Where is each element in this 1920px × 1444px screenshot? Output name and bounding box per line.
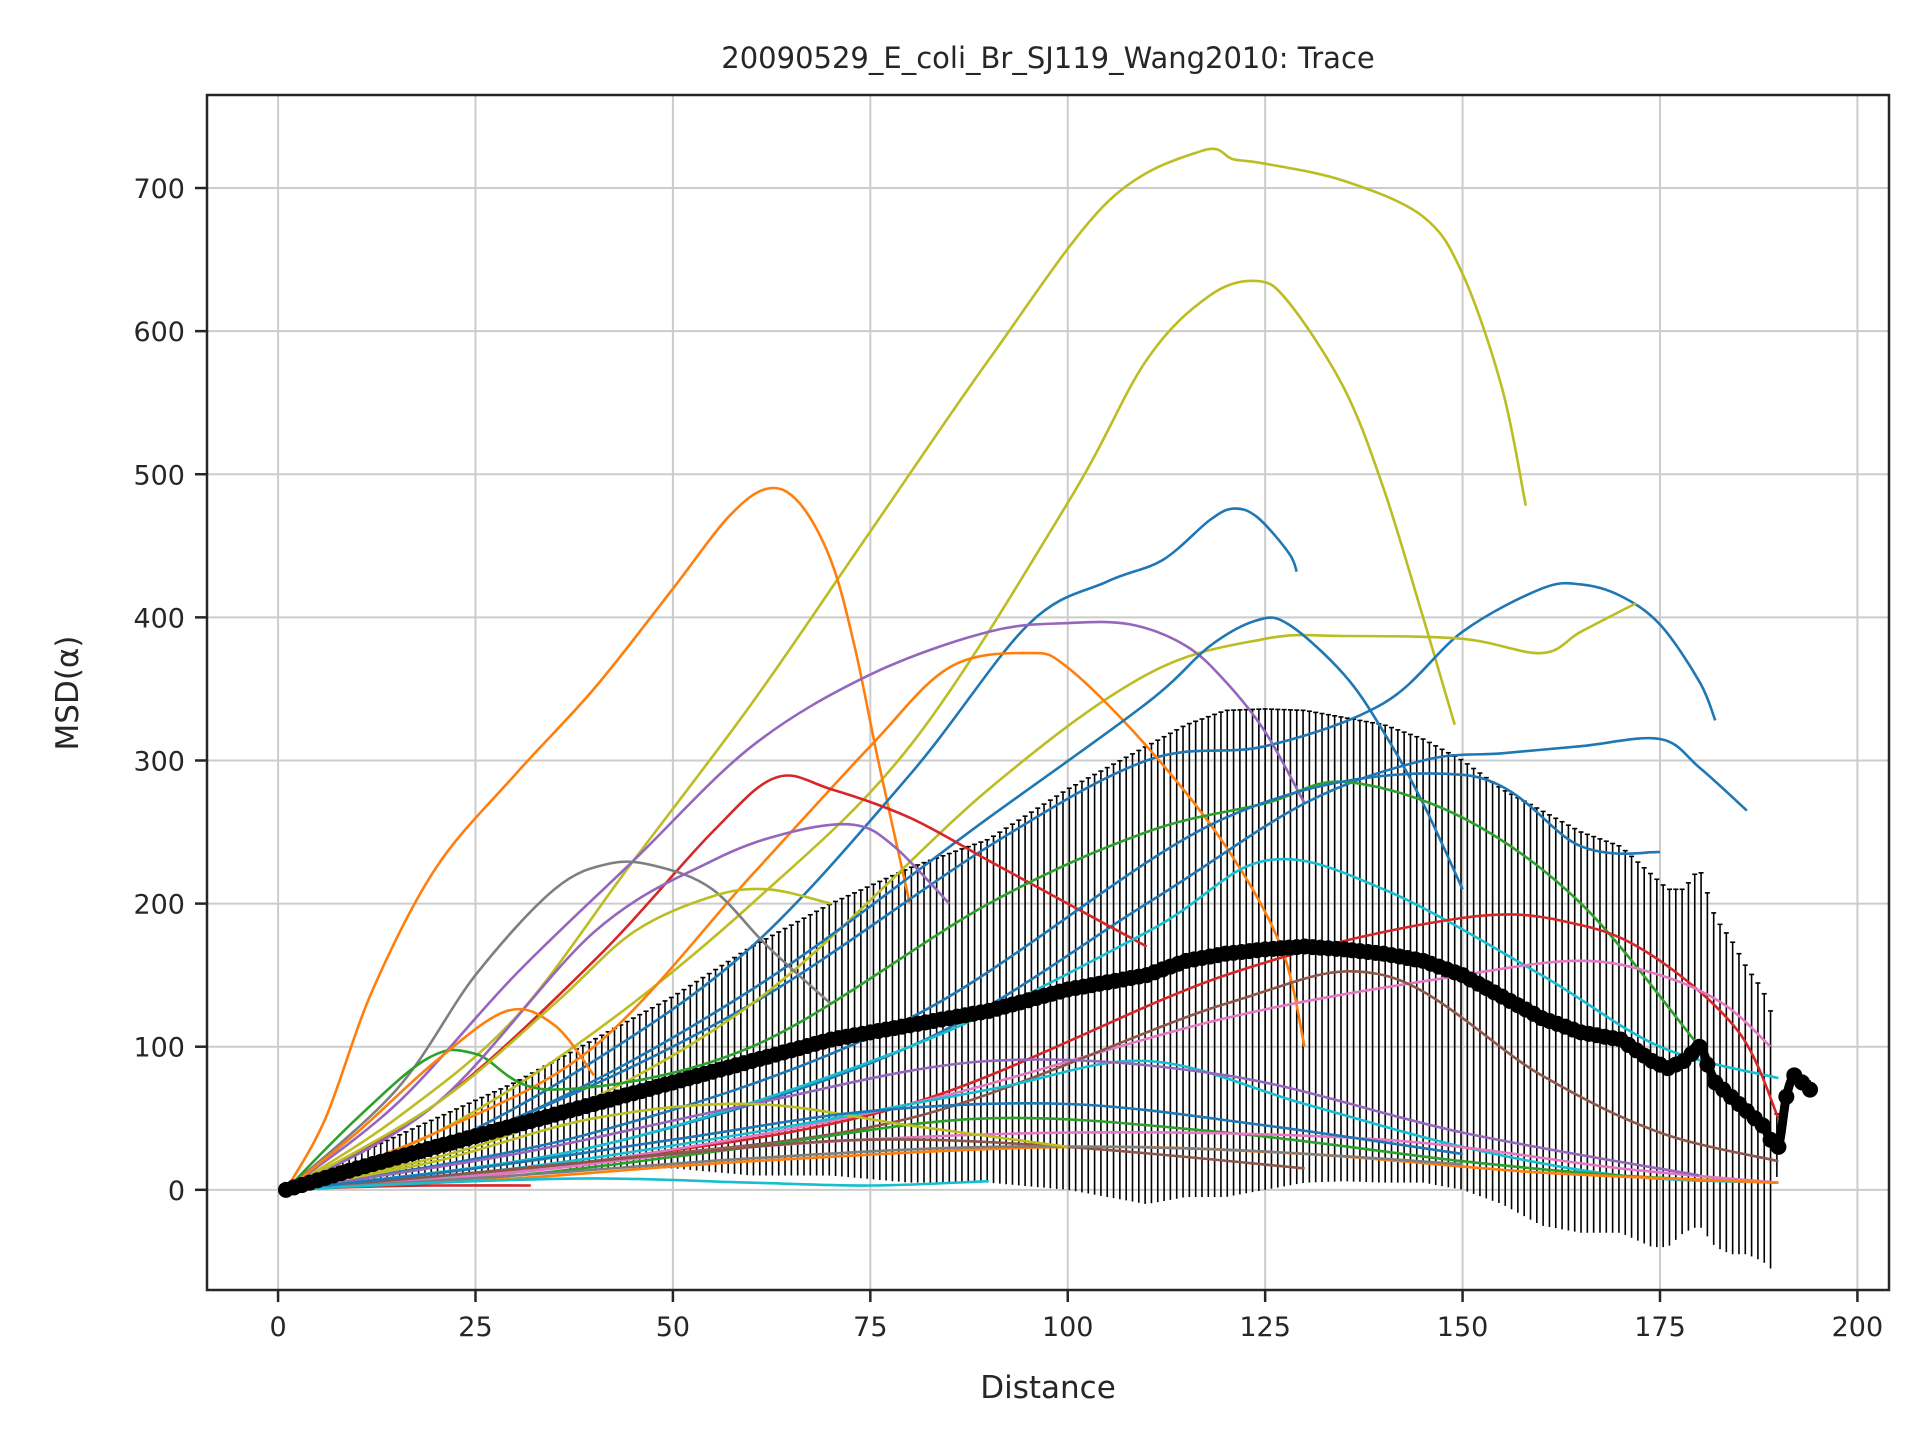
- trace-line-21: [285, 887, 832, 1191]
- x-tick-label: 25: [458, 1312, 492, 1343]
- y-tick-label: 500: [133, 460, 185, 491]
- trace-line-27: [285, 1138, 1305, 1192]
- x-tick-label: 150: [1437, 1312, 1489, 1343]
- plot-area: [277, 147, 1819, 1269]
- x-tick-label: 175: [1634, 1312, 1686, 1343]
- trace-line-12: [285, 860, 832, 1191]
- trace-line-3: [284, 486, 912, 1191]
- trace-line-1: [285, 147, 1528, 1191]
- trace-line-24: [285, 1130, 1779, 1192]
- chart-title: 20090529_E_coli_Br_SJ119_Wang2010: Trace: [721, 41, 1374, 75]
- trace-line-26: [285, 1058, 1700, 1192]
- x-tick-label: 75: [853, 1312, 887, 1343]
- mean-point: [1770, 1138, 1787, 1155]
- mean-point: [1802, 1081, 1819, 1098]
- trace-line-29: [285, 1145, 1463, 1192]
- mean-point: [1754, 1117, 1771, 1134]
- grid-layer: [207, 95, 1889, 1290]
- trace-line-5: [285, 581, 1717, 1192]
- trace-layer: [284, 147, 1780, 1192]
- y-tick-label: 700: [133, 174, 185, 205]
- trace-line-2: [285, 279, 1456, 1192]
- trace-line-32: [285, 1101, 1463, 1192]
- y-tick-label: 200: [133, 890, 185, 921]
- mean-point: [1778, 1088, 1795, 1105]
- trace-line-30: [285, 1177, 989, 1192]
- x-tick-label: 50: [656, 1312, 690, 1343]
- trace-line-8: [285, 651, 1306, 1192]
- trace-line-9: [285, 616, 1464, 1192]
- y-tick-label: 600: [133, 317, 185, 348]
- y-tick-label: 300: [133, 746, 185, 777]
- trace-line-31: [285, 1102, 1068, 1192]
- y-tick-label: 100: [133, 1033, 185, 1064]
- trace-line-16: [285, 772, 1661, 1192]
- trace-line-17: [285, 857, 1779, 1192]
- x-tick-label: 200: [1832, 1312, 1884, 1343]
- trace-line-15: [285, 1007, 595, 1191]
- trace-line-7: [285, 620, 1306, 1191]
- x-tick-label: 0: [269, 1312, 286, 1343]
- x-axis-label: Distance: [980, 1370, 1116, 1406]
- plot-frame: [205, 93, 1891, 1292]
- x-tick-label: 100: [1042, 1312, 1094, 1343]
- mean-point: [1699, 1056, 1716, 1073]
- mean-point: [1691, 1038, 1708, 1055]
- mean-layer: [277, 938, 1819, 1198]
- x-tick-label: 125: [1239, 1312, 1291, 1343]
- y-tick-label: 0: [168, 1176, 185, 1207]
- y-axis-label: MSD(α): [50, 636, 86, 751]
- y-tick-label: 400: [133, 603, 185, 634]
- trace-line-13: [285, 780, 1701, 1191]
- tick-layer: 0 25 50 75 100 125 150 175 200 0 100 200 300 400 500 60…: [133, 174, 1883, 1343]
